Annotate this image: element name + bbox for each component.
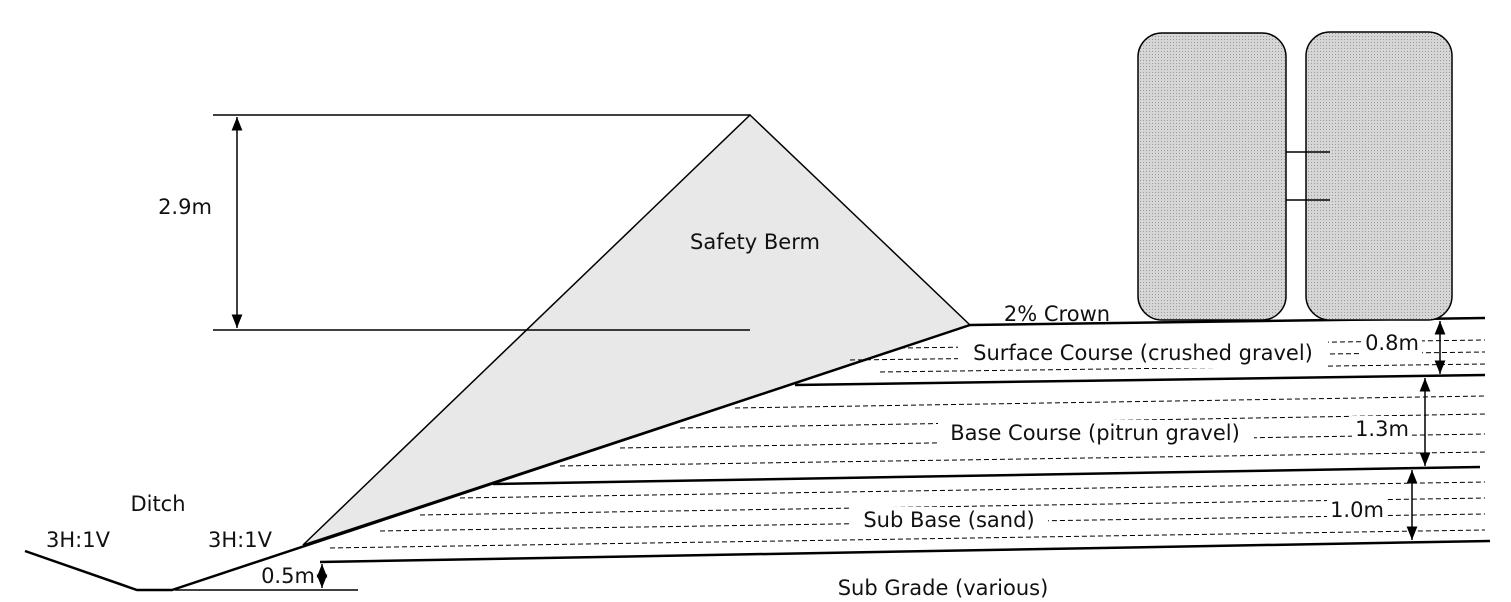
ditch-label: Ditch [130, 492, 185, 516]
layer-lines [24, 316, 1491, 592]
label-bg [1352, 416, 1412, 444]
layer-thickness: 1.3m [1355, 417, 1409, 441]
ditch-slope: 3H:1V [208, 528, 273, 552]
berm-height: 2.9m [158, 195, 212, 219]
layer-name: Sub Base (sand) [863, 508, 1034, 532]
berm-label: Safety Berm [690, 230, 820, 254]
layer-thickness: 0.8m [1365, 331, 1419, 355]
ditch-slope: 3H:1V [46, 528, 111, 552]
crown-label: 2% Crown [1004, 302, 1110, 326]
label-bg [852, 507, 1048, 535]
dimensions [175, 114, 1446, 591]
label-bg [1362, 330, 1422, 358]
label-bg [958, 340, 1328, 368]
layer-thickness: 1.0m [1330, 498, 1384, 522]
label-bg [1327, 497, 1387, 525]
layer-name: Base Course (pitrun gravel) [950, 421, 1240, 445]
vehicle [1137, 31, 1453, 321]
ditch-depth: 0.5m [261, 564, 315, 588]
layer-name: Surface Course (crushed gravel) [973, 341, 1313, 365]
label-bg [938, 420, 1254, 448]
subgrade-label: Sub Grade (various) [838, 576, 1049, 600]
